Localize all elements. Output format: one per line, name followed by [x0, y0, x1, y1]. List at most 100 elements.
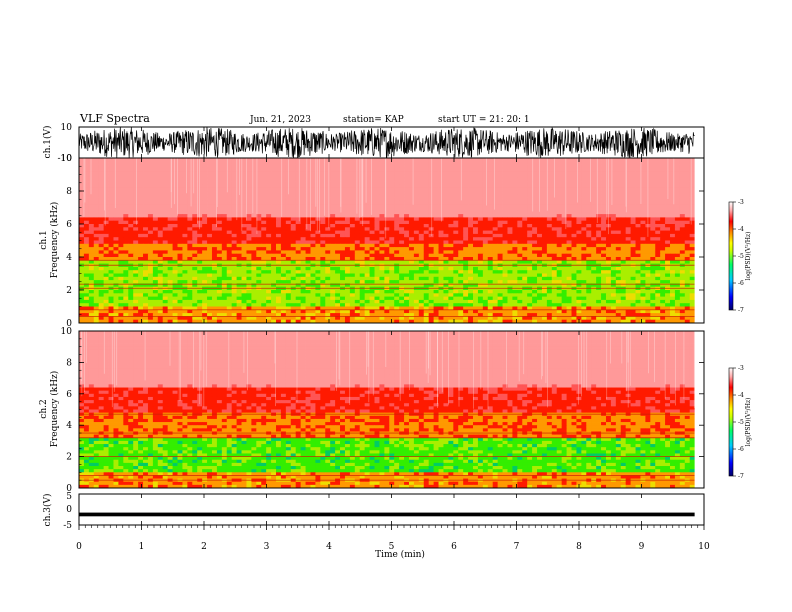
spectrogram-cell — [596, 227, 602, 231]
spectrogram-cell — [231, 283, 237, 288]
spectrogram-cell — [177, 167, 183, 172]
spectrogram-cell — [280, 214, 287, 218]
spectrogram-cell — [192, 260, 198, 264]
spectrogram-cell — [541, 194, 548, 198]
spectrogram-cell — [147, 197, 154, 202]
spectrogram-cell — [202, 240, 208, 245]
spectrogram-cell — [586, 197, 592, 202]
spectrogram-cell — [162, 207, 169, 212]
spectrogram-cell — [630, 158, 636, 162]
spectrogram-cell — [433, 240, 439, 245]
spectrogram-cell — [507, 164, 513, 169]
spectrogram-cell — [591, 273, 597, 278]
spectrogram-cell — [566, 210, 572, 215]
spectrogram-cell — [128, 273, 134, 278]
spectrogram-cell — [290, 237, 297, 241]
spectrogram-cell — [325, 227, 331, 231]
spectrogram-cell — [689, 204, 696, 208]
spectrogram-cell — [354, 260, 361, 264]
spectrogram-cell — [271, 194, 277, 198]
spectrogram-cell — [256, 187, 262, 192]
spectrogram-cell — [349, 194, 356, 198]
spectrogram-cell — [537, 187, 543, 192]
spectrogram-cell — [413, 161, 420, 165]
spectrogram-cell — [586, 227, 592, 231]
spectrogram-cell — [216, 220, 223, 225]
spectrogram-cell — [374, 181, 380, 185]
spectrogram-cell — [517, 224, 523, 228]
spectrogram-cell — [197, 280, 203, 284]
spectrogram-cell — [404, 280, 410, 284]
spectrogram-cell — [236, 171, 242, 175]
spectrogram-cell — [463, 243, 469, 248]
spectrogram-cell — [207, 214, 213, 218]
spectrogram-cell — [689, 240, 696, 245]
spectrogram-cell — [88, 197, 95, 202]
spectrogram-cell — [103, 243, 109, 248]
spectrogram-cell — [374, 158, 380, 162]
spectrogram-cell — [79, 181, 85, 185]
spectrogram-cell — [276, 220, 282, 225]
spectrogram-cell — [527, 250, 533, 255]
spectrogram-cell — [541, 161, 548, 165]
spectrogram-cell — [88, 237, 95, 241]
spectrogram-cell — [143, 237, 149, 241]
spectrogram-cell — [251, 194, 257, 198]
spectrogram-cell — [202, 230, 208, 235]
spectrogram-cell — [487, 247, 494, 251]
spectrogram-cell — [138, 260, 144, 264]
spectrogram-cell — [340, 224, 346, 228]
spectrogram-cell — [630, 266, 636, 271]
spectrogram-cell — [261, 167, 267, 172]
spectrogram-cell — [645, 237, 651, 241]
spectrogram-cell — [620, 227, 627, 231]
spectrogram-cell — [689, 273, 696, 278]
spectrogram-cell — [670, 273, 676, 278]
spectrogram-cell — [615, 177, 622, 182]
spectrogram-cell — [325, 224, 331, 228]
spectrogram-cell — [635, 270, 641, 274]
spectrogram-cell — [226, 158, 233, 162]
spectrogram-cell — [418, 207, 425, 212]
spectrogram-cell — [408, 200, 415, 205]
spectrogram-cell — [566, 217, 572, 222]
spectrogram-cell — [93, 187, 100, 192]
spectrogram-cell — [216, 247, 223, 251]
spectrogram-cell — [221, 167, 228, 172]
spectrogram-cell — [674, 210, 681, 215]
spectrogram-cell — [369, 174, 375, 179]
spectrogram-cell — [610, 217, 617, 222]
spectrogram-cell — [689, 233, 696, 238]
spectrogram-cell — [517, 217, 523, 222]
spectrogram-cell — [202, 194, 208, 198]
spectrogram-cell — [202, 207, 208, 212]
spectrogram-cell — [103, 191, 109, 195]
spectrogram-cell — [615, 217, 622, 222]
spectrogram-cell — [143, 233, 149, 238]
spectrogram-cell — [541, 217, 548, 222]
spectrogram-cell — [197, 207, 203, 212]
spectrogram-cell — [502, 181, 508, 185]
spectrogram-cell — [187, 207, 193, 212]
spectrogram-cell — [256, 230, 262, 235]
spectrogram-cell — [79, 257, 85, 261]
spectrogram-cell — [645, 167, 651, 172]
spectrogram-cell — [453, 220, 459, 225]
spectrogram-cell — [591, 240, 597, 245]
spectrogram-cell — [103, 171, 109, 175]
spectrogram-cell — [581, 237, 587, 241]
spectrogram-cell — [591, 177, 597, 182]
spectrogram-cell — [625, 230, 631, 235]
spectrogram-cell — [635, 171, 641, 175]
spectrogram-cell — [468, 194, 474, 198]
spectrogram-cell — [98, 167, 105, 172]
spectrogram-cell — [556, 243, 563, 248]
spectrogram-cell — [167, 280, 173, 284]
spectrogram-cell — [399, 191, 405, 195]
spectrogram-cell — [527, 177, 533, 182]
spectrogram-cell — [276, 253, 282, 258]
spectrogram-cell — [561, 220, 567, 225]
spectrogram-cell — [512, 273, 518, 278]
spectrogram-cell — [118, 204, 124, 208]
spectrogram-cell — [211, 280, 218, 284]
